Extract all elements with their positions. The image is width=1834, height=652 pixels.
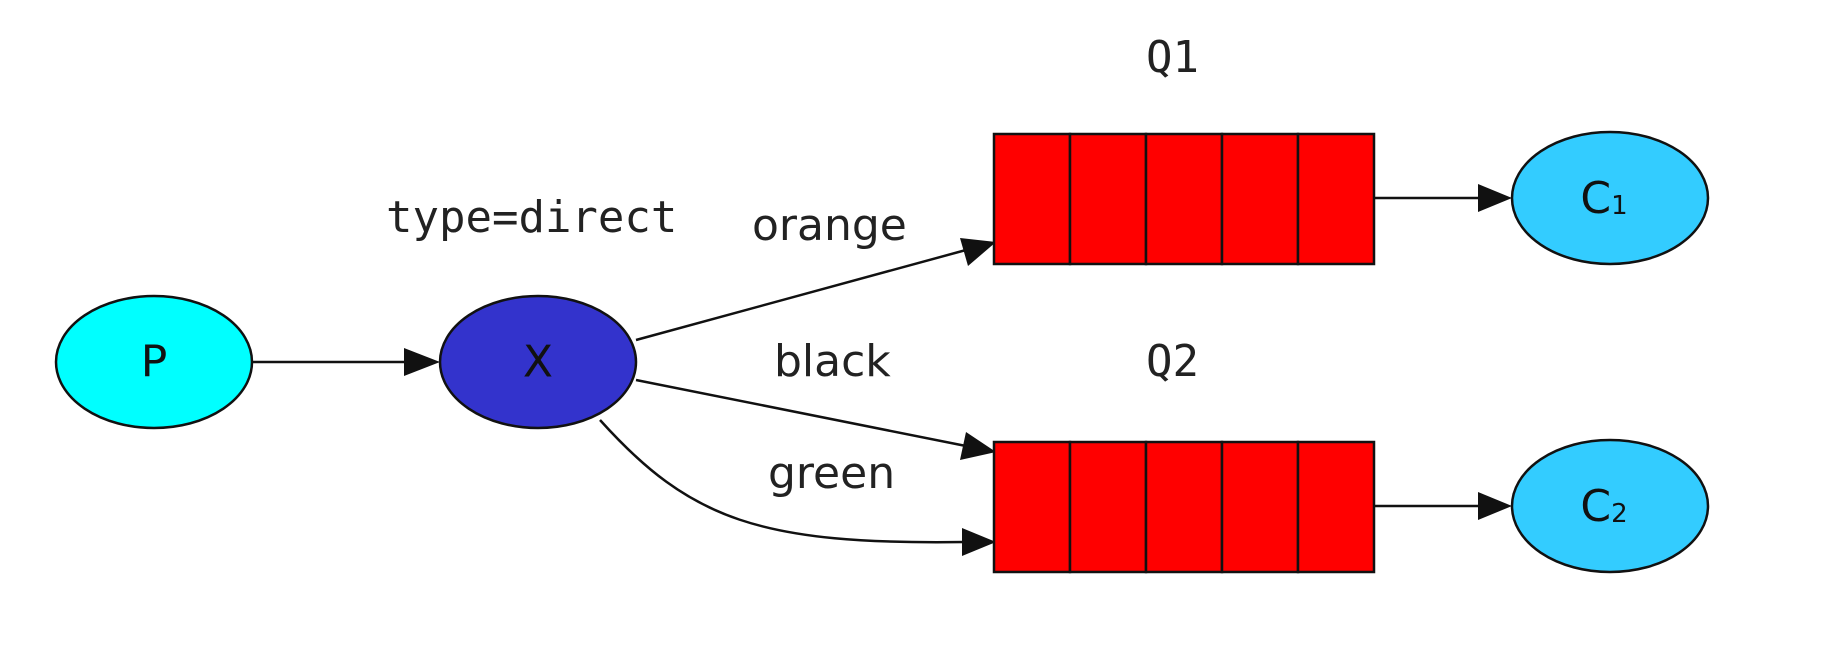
queue-q1 — [992, 132, 1376, 266]
edge-exchange-to-q1 — [635, 248, 967, 342]
queue-slot — [1220, 132, 1300, 266]
consumer2-subscript: 2 — [1611, 499, 1628, 529]
queue-slot — [1144, 440, 1224, 574]
binding-key-black: black — [774, 336, 891, 387]
edge-exchange-to-q2-black — [635, 378, 967, 448]
arrowhead-exchange-to-q2-black — [960, 432, 996, 460]
exchange-label: X — [523, 337, 553, 388]
exchange-node — [438, 294, 638, 430]
queue-slot — [992, 440, 1072, 574]
queue-slot — [1220, 440, 1300, 574]
arrowhead-exchange-to-q1 — [960, 238, 996, 266]
queue-slot — [1068, 132, 1148, 266]
queue-slot — [1068, 440, 1148, 574]
consumer1-label: C1 — [1580, 173, 1627, 224]
consumer2-letter: C — [1580, 481, 1611, 532]
consumer1-node — [1510, 130, 1710, 266]
consumer2-label: C2 — [1580, 481, 1627, 532]
queue-slot — [1296, 440, 1376, 574]
edge-exchange-to-q2-green — [599, 419, 967, 544]
arrowhead-q2-to-consumer2 — [1478, 492, 1512, 520]
producer-node — [54, 294, 254, 430]
queue-slot — [1144, 132, 1224, 266]
queue-slot — [1296, 132, 1376, 266]
queue-name-q2: Q2 — [1146, 336, 1199, 387]
queue-name-q1: Q1 — [1146, 32, 1199, 83]
consumer2-node — [1510, 438, 1710, 574]
queue-q2 — [992, 440, 1376, 574]
exchange-type-label: type=direct — [386, 192, 677, 243]
arrowhead-exchange-to-q2-green — [962, 528, 996, 556]
binding-key-green: green — [768, 448, 895, 499]
consumer1-subscript: 1 — [1611, 191, 1628, 221]
arrowhead-producer-to-exchange — [404, 348, 440, 376]
producer-label: P — [141, 337, 168, 388]
consumer1-letter: C — [1580, 173, 1611, 224]
arrowhead-q1-to-consumer1 — [1478, 184, 1512, 212]
binding-key-orange: orange — [752, 200, 907, 251]
queue-slot — [992, 132, 1072, 266]
